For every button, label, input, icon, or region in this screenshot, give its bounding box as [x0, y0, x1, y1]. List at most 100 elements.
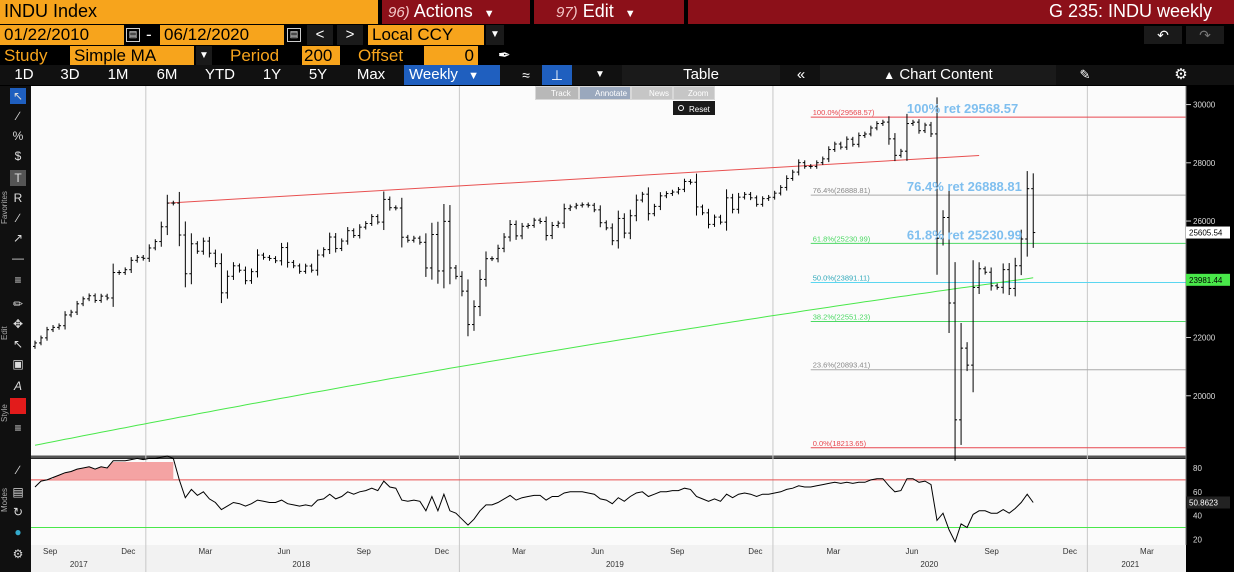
end-date-input[interactable]: 06/12/2020: [160, 25, 284, 45]
range-1y[interactable]: 1Y: [262, 66, 282, 83]
actions-label: Actions: [413, 1, 473, 21]
track-button[interactable]: [536, 87, 578, 99]
price-bar: [748, 192, 753, 201]
date-axis: [31, 545, 1186, 572]
style-tab[interactable]: Style: [0, 404, 9, 422]
price-bar: [730, 193, 735, 214]
zoom-label: Zoom: [688, 89, 709, 98]
rsi-line[interactable]: [34, 455, 1034, 544]
study-select[interactable]: Simple MA: [70, 46, 194, 66]
gear-icon[interactable]: ⚙: [1174, 66, 1188, 83]
move-icon[interactable]: ✥: [12, 317, 24, 331]
cursor-icon[interactable]: ↖: [10, 88, 26, 104]
price-bar: [141, 254, 146, 261]
modes-tab[interactable]: Modes: [0, 488, 9, 513]
price-bar: [874, 121, 879, 131]
trend-line[interactable]: [167, 155, 980, 204]
range-6m[interactable]: 6M: [156, 66, 178, 83]
edit-menu[interactable]: 97) Edit ▼: [534, 0, 684, 24]
range-1m[interactable]: 1M: [107, 66, 129, 83]
price-bar: [387, 196, 392, 211]
trash-icon[interactable]: ▣: [12, 357, 24, 371]
chevron-down-icon: ▼: [624, 8, 636, 20]
line-weight-icon[interactable]: ≡: [14, 421, 22, 435]
price-bar: [153, 239, 158, 251]
color-swatch-icon[interactable]: [10, 398, 26, 414]
retracement-annotation[interactable]: 76.4% ret 26888.81: [907, 179, 1022, 194]
price-bar: [586, 202, 591, 208]
calendar-icon[interactable]: ▤: [287, 28, 301, 42]
price-bar: [45, 326, 50, 341]
edit-chart-icon[interactable]: ✎: [1079, 67, 1091, 82]
actions-menu[interactable]: 96) Actions ▼: [382, 0, 530, 24]
chevron-down-icon[interactable]: ▼: [196, 46, 212, 66]
reset-icon: [678, 105, 684, 111]
calendar-icon[interactable]: ▤: [126, 28, 140, 42]
retracement-annotation[interactable]: 100% ret 29568.57: [907, 101, 1018, 116]
start-date-input[interactable]: 01/22/2010: [0, 25, 124, 45]
percent-icon[interactable]: %: [12, 129, 24, 143]
year-label: 2019: [606, 560, 624, 569]
y-tick-label: 30000: [1193, 101, 1216, 110]
chevron-down-icon[interactable]: ▼: [486, 25, 504, 45]
brush-icon[interactable]: ∕: [16, 463, 19, 477]
range-5y[interactable]: 5Y: [308, 66, 328, 83]
range-bar: 1D 3D 1M 6M YTD 1Y 5Y Max Weekly ▼ ≈ ⊥ ▼…: [0, 65, 1234, 85]
x-tick-label: Sep: [670, 547, 685, 556]
select-icon[interactable]: ↖: [12, 337, 24, 351]
prev-period-button[interactable]: <: [307, 25, 333, 45]
price-bar: [447, 205, 452, 285]
annotate-button[interactable]: [580, 87, 630, 99]
price-bar: [117, 270, 122, 275]
price-bar: [484, 251, 489, 287]
chart-content-button[interactable]: ▲ Chart Content: [820, 65, 1056, 85]
trendline-icon[interactable]: ∕: [16, 109, 19, 123]
retracement-annotation[interactable]: 61.8% ret 25230.99: [907, 227, 1022, 242]
frequency-select[interactable]: Weekly ▼: [404, 65, 500, 85]
moving-average-line[interactable]: [34, 277, 1034, 446]
range-max[interactable]: Max: [356, 66, 386, 83]
channel-icon[interactable]: ≡: [14, 273, 22, 287]
offset-input[interactable]: 0: [424, 46, 478, 66]
favorites-tab[interactable]: Favorites: [0, 191, 9, 225]
chevron-down-icon[interactable]: ▼: [595, 69, 605, 80]
ruler-icon[interactable]: ▤: [12, 485, 24, 499]
price-bar: [580, 202, 585, 208]
hline-icon[interactable]: —: [12, 251, 24, 265]
ohlc-bars-icon[interactable]: ⊥: [542, 65, 572, 85]
pen-icon[interactable]: ✒: [498, 47, 511, 64]
reset-button[interactable]: [673, 101, 715, 115]
retracement-icon[interactable]: R: [13, 191, 23, 205]
settings-gear-icon[interactable]: ⚙: [12, 547, 24, 561]
range-1d[interactable]: 1D: [14, 66, 34, 83]
annotate-label: Annotate: [595, 89, 628, 98]
next-period-button[interactable]: >: [337, 25, 363, 45]
period-input[interactable]: 200: [302, 46, 340, 66]
ray-tool-icon[interactable]: ↗: [12, 231, 24, 245]
line-chart-icon[interactable]: ≈: [522, 67, 530, 83]
currency-select[interactable]: Local CCY: [368, 25, 484, 45]
price-bar: [237, 263, 242, 273]
undo-button[interactable]: ↶: [1144, 26, 1182, 44]
price-chart[interactable]: 100.0%(29568.57) 76.4%(26888.81) 61.8%(252…: [31, 86, 1234, 572]
dollar-icon[interactable]: $: [14, 149, 22, 163]
collapse-left-icon[interactable]: «: [796, 66, 806, 83]
price-bar: [706, 208, 711, 229]
text-tool-icon[interactable]: T: [10, 170, 26, 186]
range-3d[interactable]: 3D: [60, 66, 80, 83]
redo-button[interactable]: ↷: [1186, 26, 1224, 44]
price-bar: [159, 221, 164, 247]
font-icon[interactable]: A: [13, 379, 22, 393]
price-bar: [81, 296, 86, 307]
refresh-icon[interactable]: ↻: [12, 505, 24, 519]
news-button[interactable]: [632, 87, 672, 99]
table-button[interactable]: Table: [622, 65, 780, 85]
edit-tab[interactable]: Edit: [0, 326, 9, 340]
range-ytd[interactable]: YTD: [205, 66, 235, 83]
line-tool-icon[interactable]: ∕: [16, 211, 19, 225]
palette-icon[interactable]: ●: [14, 525, 22, 539]
pencil-icon[interactable]: ✏: [12, 297, 24, 311]
price-bar: [670, 189, 675, 196]
zoom-button[interactable]: [674, 87, 714, 99]
ticker-field[interactable]: INDU Index: [0, 0, 378, 24]
